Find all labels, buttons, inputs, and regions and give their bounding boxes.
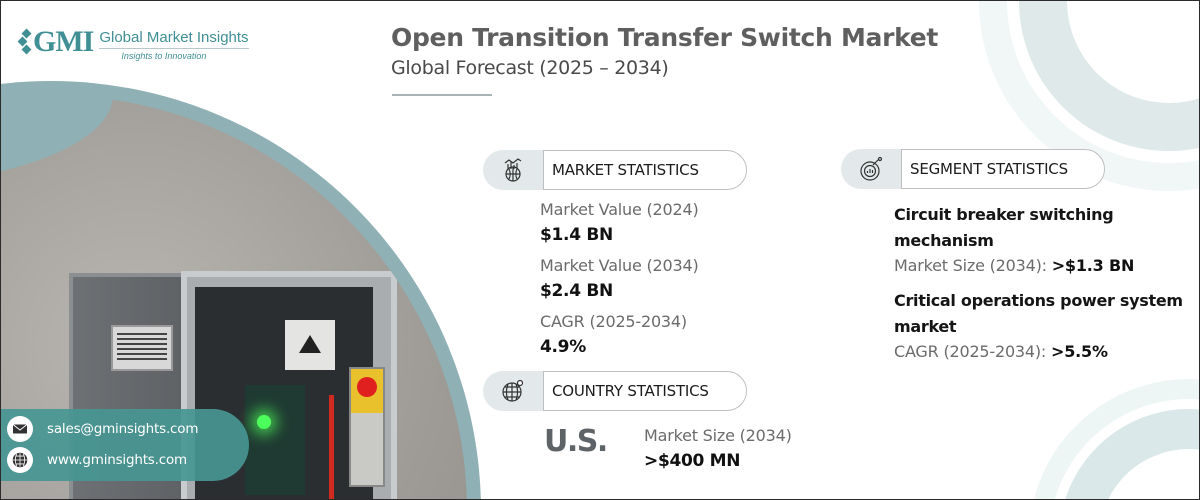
target-chart-icon [841, 149, 901, 189]
logo-mark: GMI [17, 25, 94, 58]
cagr-value: 4.9% [540, 337, 586, 357]
logo-gmi-text: GMI [33, 25, 94, 58]
brand-logo: GMI Global Market Insights Insights to I… [17, 25, 249, 61]
logo-diamond-icon [17, 28, 32, 55]
enclosure-warning-label [111, 325, 173, 371]
red-cable [329, 395, 334, 499]
segment-2-title: Critical operations power system market [894, 291, 1183, 336]
photo-teal-overlay [1, 95, 113, 185]
page-subtitle: Global Forecast (2025 – 2034) [391, 57, 669, 79]
market-value-2024-label: Market Value (2024) [540, 200, 699, 219]
market-value-2034: $2.4 BN [540, 281, 613, 301]
contact-email-text[interactable]: sales@gminsights.com [47, 421, 199, 437]
cagr-label: CAGR (2025-2034) [540, 312, 687, 331]
market-value-2034-label: Market Value (2034) [540, 256, 699, 275]
contact-website-text[interactable]: www.gminsights.com [47, 452, 187, 468]
page-title: Open Transition Transfer Switch Market [391, 23, 939, 52]
warning-triangle-icon [299, 335, 321, 353]
brand-tagline: Insights to Innovation [121, 51, 207, 61]
globe-pin-icon [483, 371, 543, 411]
globe-icon [7, 447, 33, 473]
market-statistics-header: MARKET STATISTICS [483, 150, 747, 190]
globe-chart-icon [483, 150, 543, 190]
segment-1-metric-value: >$1.3 BN [1051, 256, 1135, 275]
contact-website[interactable]: www.gminsights.com [7, 447, 187, 473]
emergency-stop-button [357, 377, 377, 397]
country-market-size-label: Market Size (2034) [644, 426, 792, 445]
market-value-2024: $1.4 BN [540, 225, 613, 245]
contact-email[interactable]: sales@gminsights.com [7, 416, 198, 442]
title-divider [392, 94, 492, 96]
contact-bar: sales@gminsights.com www.gminsights.com [1, 409, 249, 481]
segment-1-metric-label: Market Size (2034): [894, 256, 1047, 275]
envelope-icon [7, 416, 33, 442]
segment-1-metric: Market Size (2034): >$1.3 BN [894, 256, 1134, 275]
country-name: U.S. [544, 424, 608, 459]
segment-2-metric-value: >5.5% [1051, 342, 1108, 361]
country-market-size-value: >$400 MN [644, 451, 741, 471]
country-statistics-heading: COUNTRY STATISTICS [543, 371, 747, 411]
segment-2-metric-label: CAGR (2025-2034): [894, 342, 1047, 361]
country-statistics-header: COUNTRY STATISTICS [483, 371, 747, 411]
segment-1-title: Circuit breaker switching mechanism [894, 205, 1114, 250]
segment-2-metric: CAGR (2025-2034): >5.5% [894, 342, 1108, 361]
status-led [257, 415, 271, 429]
control-board [245, 385, 305, 495]
brand-name: Global Market Insights [99, 29, 249, 49]
market-statistics-heading: MARKET STATISTICS [543, 150, 747, 190]
segment-statistics-heading: SEGMENT STATISTICS [901, 149, 1105, 189]
segment-statistics-header: SEGMENT STATISTICS [841, 149, 1105, 189]
